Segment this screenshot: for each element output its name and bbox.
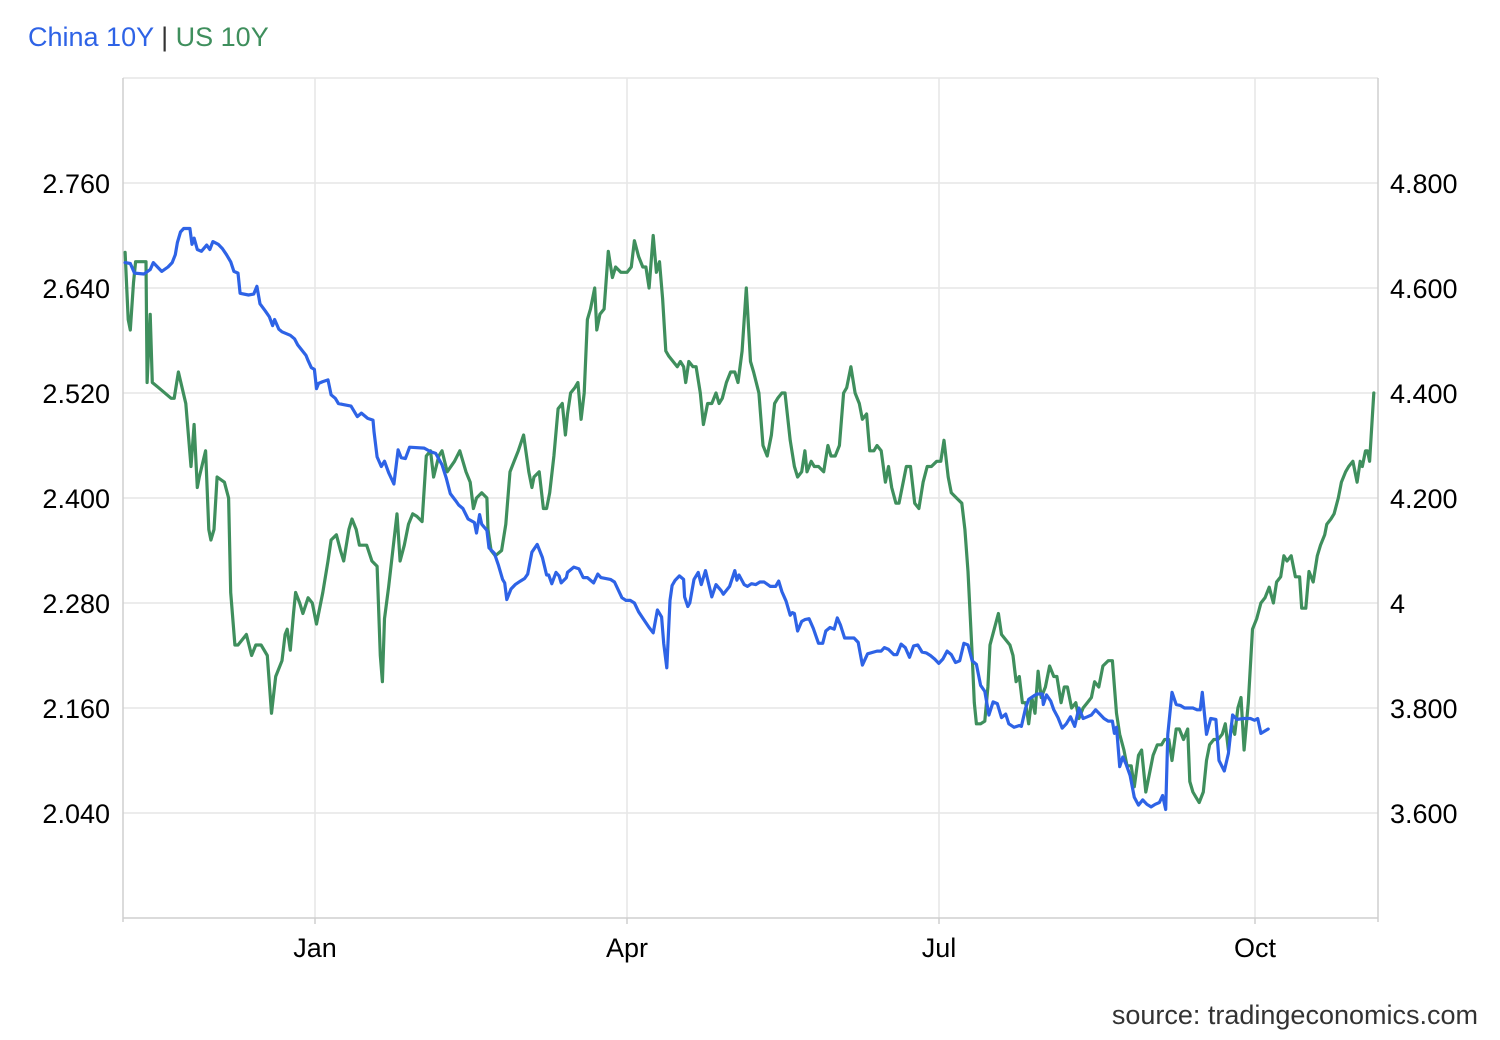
legend-separator: |: [161, 22, 169, 52]
chart: 2.760 4.800 2.640 4.600 2.520 4.400 2.400 4.200…: [42, 77, 1458, 963]
legend-china[interactable]: China 10Y: [28, 22, 154, 52]
y-right-tick-label: 3.600: [1390, 799, 1458, 829]
y-right-tick-label: 4.600: [1390, 274, 1458, 304]
y-right-tick-label: 4.800: [1390, 169, 1458, 199]
source-note: source: tradingeconomics.com: [1111, 1000, 1478, 1030]
y-left-tick-label: 2.640: [42, 274, 110, 304]
legend: China 10Y | US 10Y: [28, 22, 269, 53]
x-tick-label: Jan: [293, 933, 337, 963]
us-10y-line: [123, 233, 1376, 805]
axes: [122, 77, 1379, 924]
y-left-tick-label: 2.400: [42, 484, 110, 514]
tick-labels: 2.760 4.800 2.640 4.600 2.520 4.400 2.400 4.200…: [42, 169, 1457, 963]
y-left-tick-label: 2.520: [42, 379, 110, 409]
y-right-tick-label: 4.400: [1390, 379, 1458, 409]
y-left-tick-label: 2.280: [42, 589, 110, 619]
y-right-tick-label: 4: [1390, 589, 1405, 619]
series-layer: [123, 226, 1376, 812]
y-right-tick-label: 4.200: [1390, 484, 1458, 514]
y-left-tick-label: 2.040: [42, 799, 110, 829]
y-left-tick-label: 2.760: [42, 169, 110, 199]
legend-us[interactable]: US 10Y: [175, 22, 269, 52]
china-10y-line: [123, 226, 1270, 812]
grid: [123, 78, 1378, 918]
y-right-tick-label: 3.800: [1390, 694, 1458, 724]
x-tick-label: Apr: [606, 933, 648, 963]
x-tick-label: Jul: [922, 933, 957, 963]
x-tick-label: Oct: [1234, 933, 1277, 963]
y-left-tick-label: 2.160: [42, 694, 110, 724]
